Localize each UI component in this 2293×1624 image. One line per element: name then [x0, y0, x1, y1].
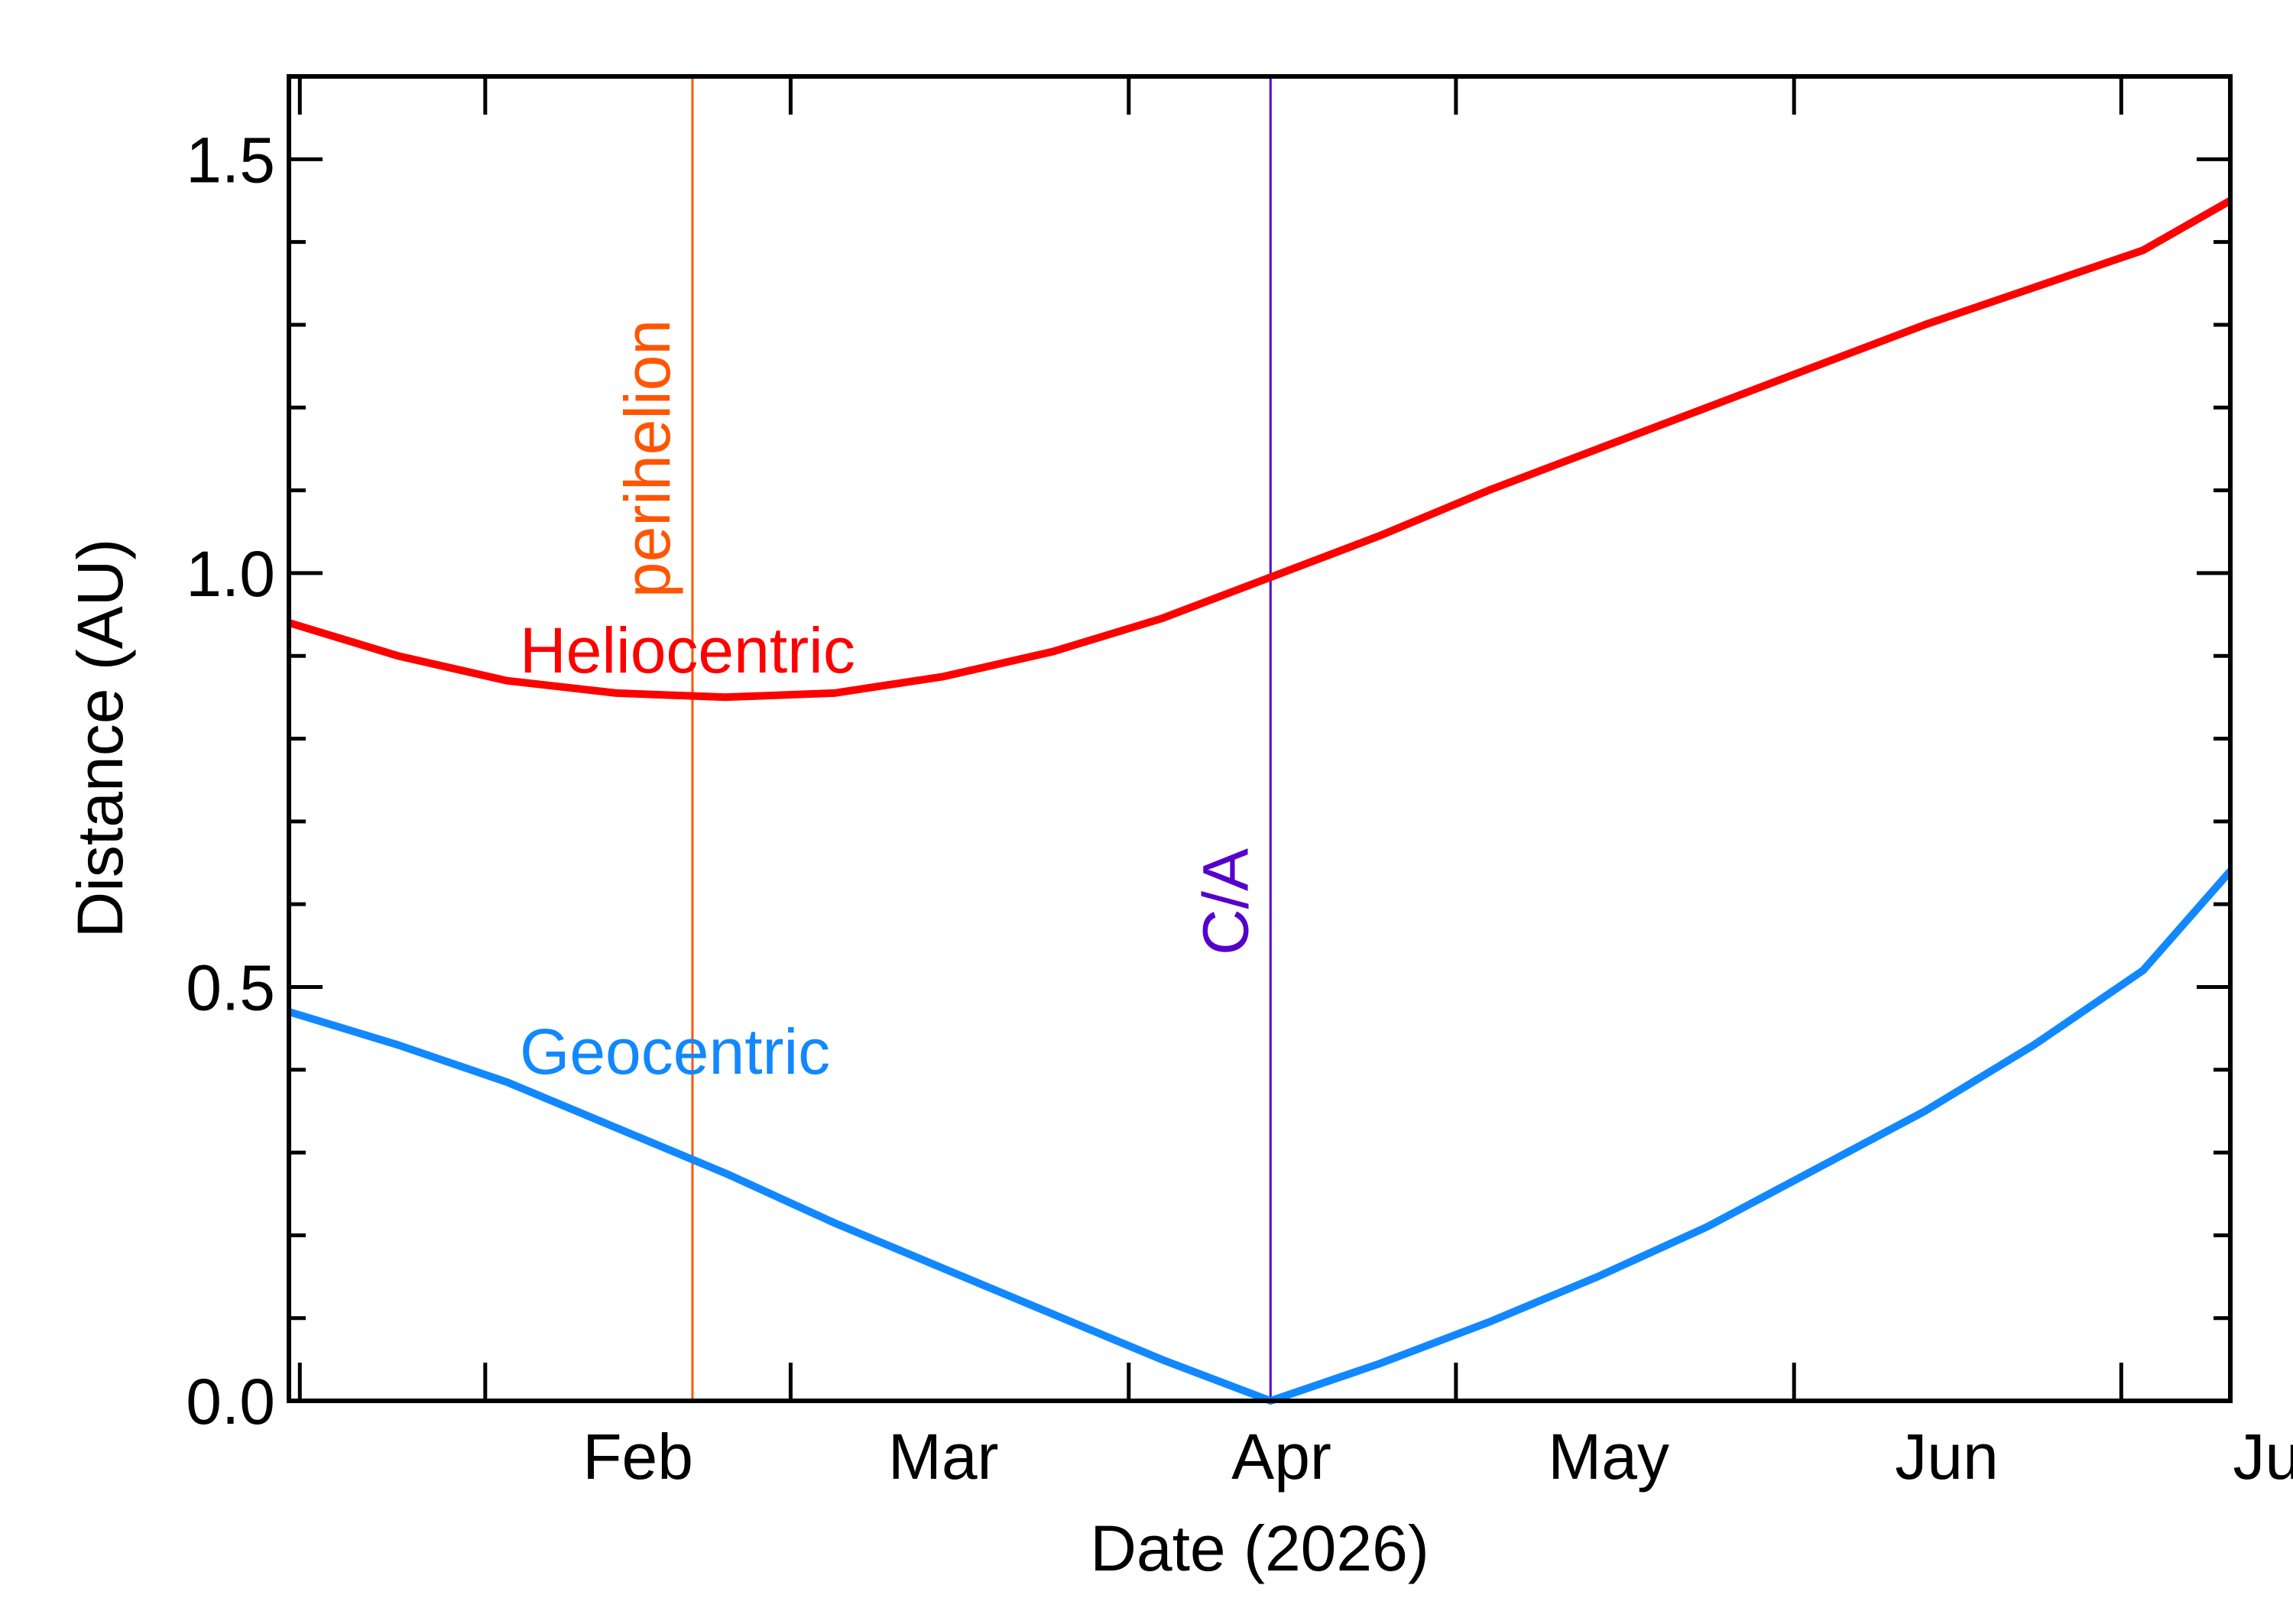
x-tick-label: Jun: [1895, 1421, 1998, 1493]
x-tick-label: Feb: [582, 1421, 693, 1493]
x-tick-label: Apr: [1231, 1421, 1331, 1493]
plot-marks: [287, 76, 2233, 1405]
x-tick-label: Mar: [888, 1421, 999, 1493]
y-tick-label: 1.0: [186, 538, 275, 610]
x-tick-label: May: [1548, 1421, 1669, 1493]
geocentric-label: Geocentric: [520, 1016, 830, 1088]
y-tick-label: 0.0: [186, 1366, 275, 1438]
heliocentric-line: [287, 197, 2233, 702]
perihelion-label: perihelion: [611, 319, 683, 598]
plot-frame: [287, 74, 2233, 1403]
y-axis-title: Distance (AU): [64, 539, 136, 938]
closest-approach-label: C/A: [1189, 848, 1261, 955]
x-tick-label: Jul: [2233, 1421, 2293, 1493]
y-tick-label: 1.5: [186, 124, 275, 196]
axis-labels: Heliocentric Geocentric perihelion C/A 0.0 0.…: [186, 124, 2293, 1493]
axis-ticks: [289, 74, 2230, 1403]
x-axis-title: Date (2026): [1090, 1512, 1429, 1584]
y-tick-label: 0.5: [186, 951, 275, 1023]
heliocentric-label: Heliocentric: [520, 614, 855, 686]
